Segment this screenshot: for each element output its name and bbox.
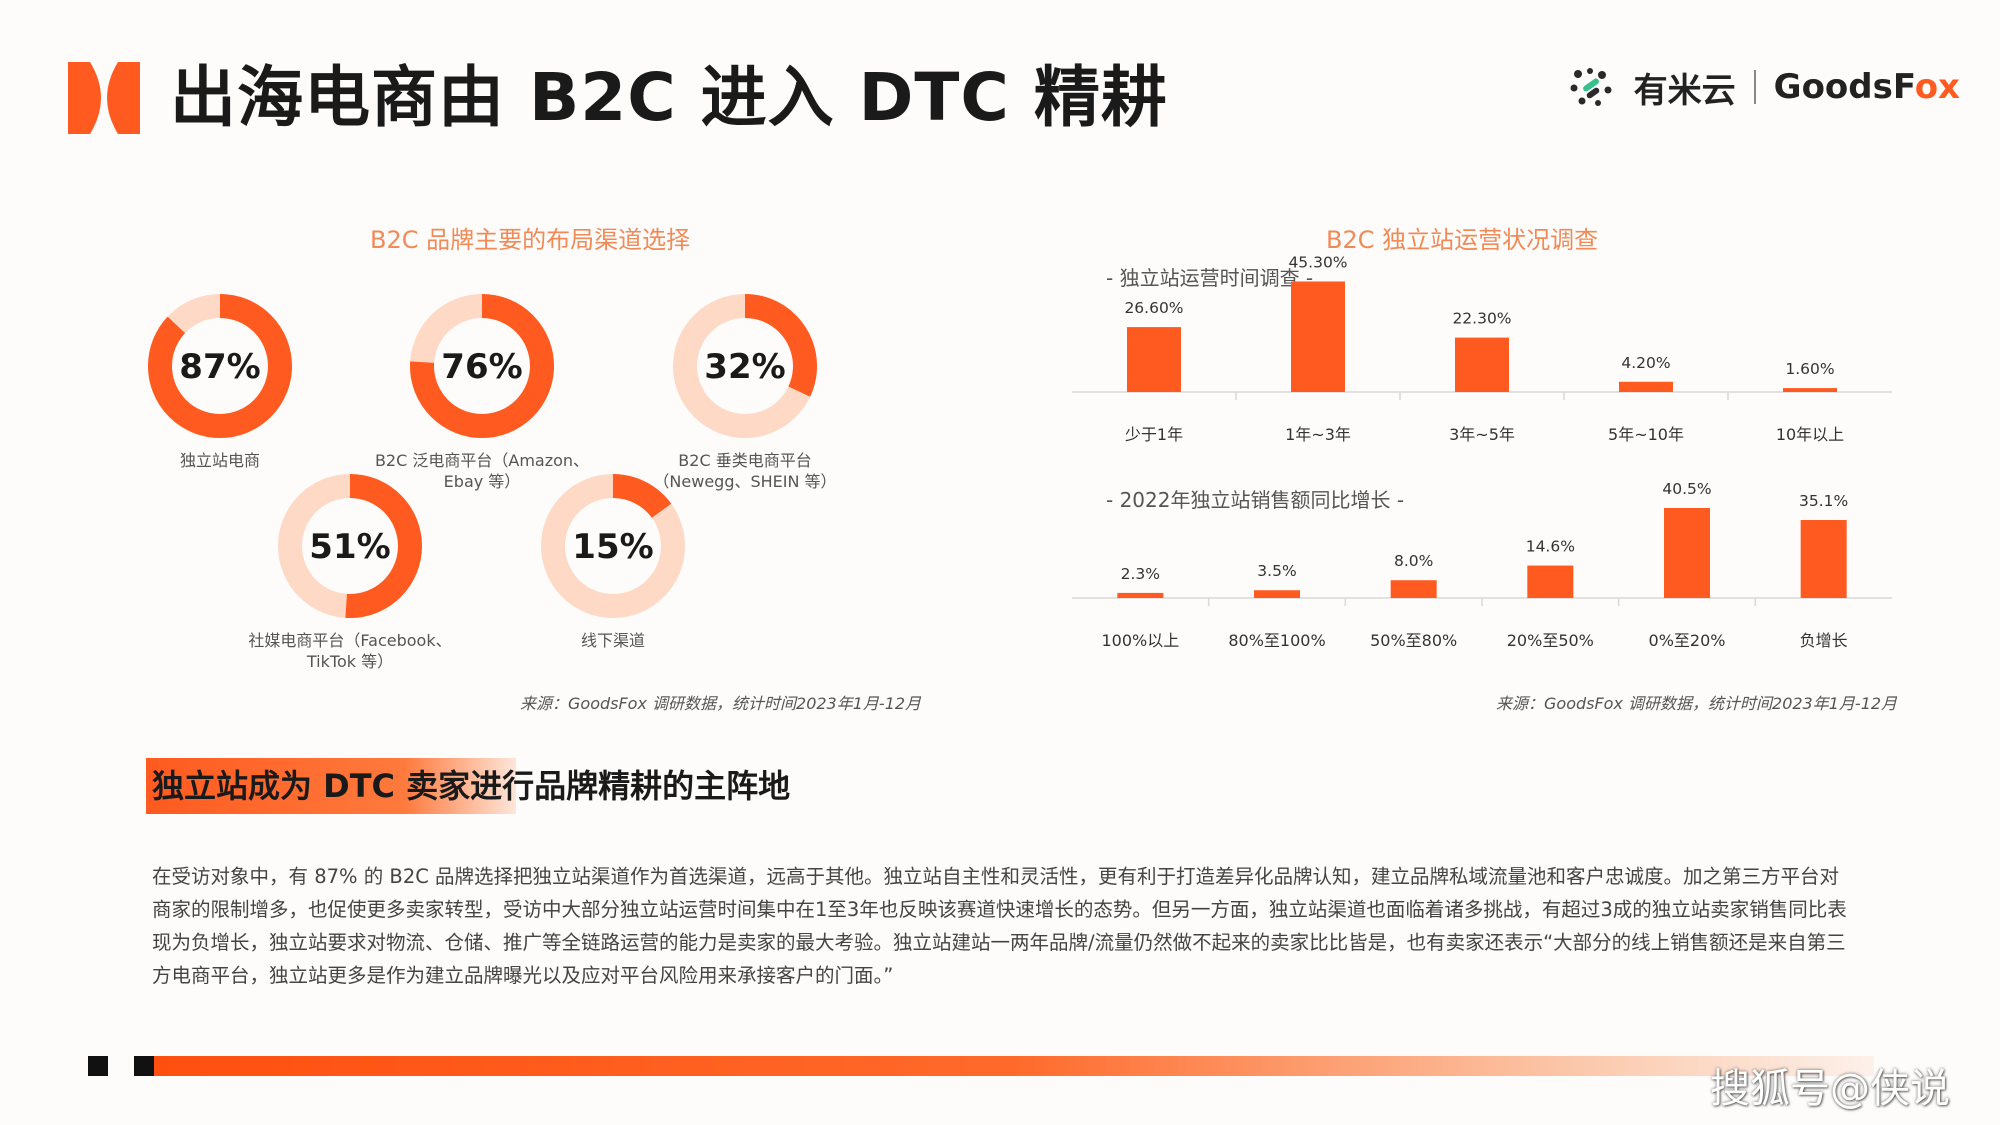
bar-category-label: 3年~5年 <box>1449 425 1515 444</box>
right-source-note: 来源：GoodsFox 调研数据，统计时间2023年1月-12月 <box>1496 694 1898 713</box>
bar-category-label: 5年~10年 <box>1608 425 1684 444</box>
bar <box>1291 281 1345 392</box>
bar <box>1619 381 1673 392</box>
goodsfox-logo: GoodsFox <box>1774 67 1960 107</box>
donut-category-label: Ebay 等） <box>444 472 521 491</box>
donut-value-label: 87% <box>179 347 260 387</box>
donut-category-label: （Newegg、SHEIN 等） <box>653 472 836 491</box>
bar-value-label: 4.20% <box>1621 354 1670 372</box>
bar <box>1455 337 1509 392</box>
donut-category-label: TikTok 等） <box>306 652 393 671</box>
bar-category-label: 0%至20% <box>1649 631 1726 650</box>
bar <box>1783 388 1837 392</box>
donut-slice <box>541 474 685 618</box>
bar <box>1527 565 1574 598</box>
bar-category-label: 20%至50% <box>1507 631 1594 650</box>
page-title: 出海电商由 B2C 进入 DTC 精耕 <box>170 59 1168 136</box>
youmi-brand-name: 有米云 <box>1633 70 1736 111</box>
bar-value-label: 45.30% <box>1288 253 1347 271</box>
donut-slice <box>673 294 817 438</box>
bar-category-label: 50%至80% <box>1370 631 1457 650</box>
watermark: 搜狐号@侠说 <box>1710 1066 1950 1112</box>
bar-value-label: 8.0% <box>1394 552 1433 570</box>
highlight-banner-bg <box>146 758 516 814</box>
bar-charts: 26.60% 少于1年 45.30% 1年~3年 22.30% 3年~5年 4.20% 5年~… <box>1072 253 1892 650</box>
bar-category-label: 负增长 <box>1800 631 1848 650</box>
brand-logos: 有米云 GoodsFox <box>1568 62 1960 112</box>
donut-category-label: B2C 垂类电商平台 <box>678 451 811 470</box>
bar-value-label: 3.5% <box>1257 562 1296 580</box>
goodsfox-accent: ox <box>1914 67 1960 107</box>
donut-charts: 87% 独立站电商 76% B2C 泛电商平台（Amazon、 Ebay 等） 32% B2… <box>148 294 837 671</box>
brand-divider <box>1753 70 1756 104</box>
bar-category-label: 少于1年 <box>1125 425 1183 444</box>
donut-category-label: 独立站电商 <box>180 451 260 470</box>
left-source-note: 来源：GoodsFox 调研数据，统计时间2023年1月-12月 <box>520 694 922 713</box>
logo-icon <box>68 62 140 134</box>
bar-value-label: 14.6% <box>1526 538 1575 556</box>
bar-value-label: 26.60% <box>1124 299 1183 317</box>
bar-category-label: 1年~3年 <box>1285 425 1351 444</box>
bar-value-label: 35.1% <box>1799 492 1848 510</box>
donut-2: 76% B2C 泛电商平台（Amazon、 Ebay 等） <box>375 294 589 491</box>
donut-value-label: 51% <box>309 527 390 567</box>
donut-value-label: 15% <box>572 527 653 567</box>
left-panel-title: B2C 品牌主要的布局渠道选择 <box>370 226 691 254</box>
donut-value-label: 32% <box>704 347 785 387</box>
bar-value-label: 1.60% <box>1785 360 1834 378</box>
body-paragraph: 在受访对象中，有 87% 的 B2C 品牌选择把独立站渠道作为首选渠道，远高于其… <box>152 865 1847 987</box>
footer-square-1 <box>88 1056 108 1076</box>
operating-time-subtitle: - 独立站运营时间调查 - <box>1106 266 1314 290</box>
donut-5: 15% 线下渠道 <box>541 474 685 650</box>
operating-time-bar-chart: 26.60% 少于1年 45.30% 1年~3年 22.30% 3年~5年 4.20% 5年~… <box>1072 253 1892 444</box>
bar-category-label: 80%至100% <box>1228 631 1325 650</box>
donut-slice <box>410 294 554 438</box>
highlight-banner-text: 独立站成为 DTC 卖家进行品牌精耕的主阵地 <box>152 767 791 805</box>
donut-category-label: B2C 泛电商平台（Amazon、 <box>375 451 589 470</box>
youmi-logo-icon <box>1570 68 1612 106</box>
donut-3: 32% B2C 垂类电商平台 （Newegg、SHEIN 等） <box>653 294 837 491</box>
bar-value-label: 40.5% <box>1662 480 1711 498</box>
bar-category-label: 10年以上 <box>1776 425 1844 444</box>
bar <box>1254 590 1300 598</box>
bar <box>1664 508 1710 598</box>
donut-category-label: 线下渠道 <box>581 631 645 650</box>
bar <box>1800 520 1847 598</box>
footer-square-2 <box>134 1056 154 1076</box>
donut-slice <box>278 474 422 618</box>
donut-1: 87% 独立站电商 <box>148 294 292 470</box>
donut-slice <box>148 294 292 438</box>
sales-growth-bar-chart: 2.3% 100%以上 3.5% 80%至100% 8.0% 50%至80% 14.6% 20… <box>1072 480 1892 650</box>
donut-value-label: 76% <box>441 347 522 387</box>
bar-value-label: 2.3% <box>1121 565 1160 583</box>
donut-4: 51% 社媒电商平台（Facebook、 TikTok 等） <box>248 474 452 671</box>
footer-gradient-bar <box>154 1056 1874 1076</box>
donut-category-label: 社媒电商平台（Facebook、 <box>248 631 451 650</box>
bar <box>1127 327 1181 392</box>
right-panel-title: B2C 独立站运营状况调查 <box>1326 226 1599 254</box>
bar <box>1117 592 1164 598</box>
bar-category-label: 100%以上 <box>1101 631 1179 650</box>
bar-value-label: 22.30% <box>1452 310 1511 328</box>
bar <box>1390 580 1437 598</box>
goodsfox-prefix: GoodsF <box>1773 67 1915 107</box>
sales-growth-subtitle: - 2022年独立站销售额同比增长 - <box>1106 488 1405 512</box>
